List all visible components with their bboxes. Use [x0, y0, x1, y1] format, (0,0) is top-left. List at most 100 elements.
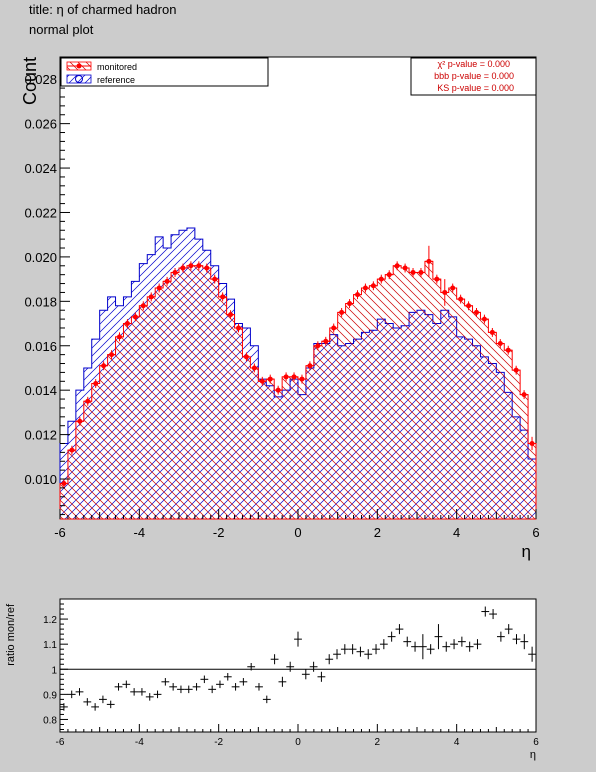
monitored-point — [299, 376, 305, 382]
monitored-point — [259, 378, 265, 384]
monitored-point — [529, 440, 535, 446]
y-tick-label: 0.018 — [24, 294, 57, 309]
monitored-point — [513, 367, 519, 373]
monitored-point — [450, 285, 456, 291]
monitored-point — [481, 316, 487, 322]
stats-box-frame — [410, 57, 537, 96]
monitored-point — [458, 296, 464, 302]
monitored-point — [140, 303, 146, 309]
legend-reference-label: reference — [97, 75, 135, 85]
monitored-point — [132, 314, 138, 320]
legend-monitored-marker — [76, 63, 82, 69]
monitored-point — [426, 258, 432, 264]
x-tick-label: 4 — [453, 525, 460, 540]
main-histogram-layer — [59, 227, 537, 520]
histogram-subtitle: normal plot — [29, 22, 94, 37]
monitored-point — [283, 374, 289, 380]
monitored-point — [124, 321, 130, 327]
y-tick-label: 0.022 — [24, 205, 57, 220]
stat-chi2: χ² p-value = 0.000 — [437, 59, 510, 69]
monitored-point — [61, 480, 67, 486]
ratio-y-tick-label: 1.2 — [43, 615, 57, 626]
monitored-point — [220, 294, 226, 300]
y-tick-label: 0.024 — [24, 161, 57, 176]
monitored-point — [196, 263, 202, 269]
monitored-point — [418, 269, 424, 275]
x-axis-label: η — [522, 542, 531, 561]
ratio-x-tick-label: 6 — [533, 737, 539, 748]
stat-bbb: bbb p-value = 0.000 — [434, 71, 514, 81]
ratio-x-tick-label: 4 — [454, 737, 460, 748]
y-tick-label: 0.026 — [24, 117, 57, 132]
y-axis-label: Count — [20, 57, 40, 105]
ratio-x-axis-label: η — [530, 749, 536, 761]
monitored-point — [77, 418, 83, 424]
y-tick-label: 0.016 — [24, 339, 57, 354]
monitored-point — [204, 265, 210, 271]
monitored-point — [109, 352, 115, 358]
monitored-point — [164, 278, 170, 284]
monitored-point — [323, 338, 329, 344]
monitored-point — [370, 283, 376, 289]
legend: monitored reference — [60, 57, 269, 87]
x-tick-label: 0 — [294, 525, 301, 540]
monitored-point — [521, 392, 527, 398]
ratio-x-tick-label: -2 — [214, 737, 223, 748]
stat-ks: KS p-value = 0.000 — [437, 83, 514, 93]
monitored-point — [85, 398, 91, 404]
ratio-layer — [60, 606, 536, 711]
ratio-y-tick-label: 0.9 — [43, 690, 57, 701]
monitored-point — [489, 329, 495, 335]
monitored-point — [172, 269, 178, 275]
monitored-point — [228, 312, 234, 318]
ratio-x-tick-label: -6 — [56, 737, 65, 748]
monitored-point — [339, 309, 345, 315]
legend-reference-swatch — [66, 74, 92, 84]
histogram-title: title: η of charmed hadron — [29, 2, 177, 17]
x-tick-label: 2 — [374, 525, 381, 540]
monitored-point — [474, 309, 479, 315]
monitored-point — [101, 363, 107, 369]
ratio-y-tick-label: 0.8 — [43, 715, 57, 726]
ratio-y-tick-label: 1.1 — [43, 640, 57, 651]
main-axes: -6 -4 -2 0 2 4 6 0.010 0.012 0.014 0.016 0.018 0.020… — [20, 57, 540, 561]
y-tick-label: 0.014 — [24, 383, 57, 398]
ratio-y-axis-label: ratio mon/ref — [5, 603, 17, 666]
ratio-y-tick-label: 1 — [51, 665, 57, 676]
ratio-axes: -6 -4 -2 0 2 4 6 0.8 0.9 1 1.1 1.2 η ratio mon/ref — [5, 603, 539, 761]
y-tick-label: 0.012 — [24, 428, 57, 443]
monitored-point — [347, 301, 353, 307]
y-tick-label: 0.028 — [24, 72, 57, 87]
monitored-point — [505, 347, 511, 353]
monitored-point — [378, 276, 384, 282]
monitored-point — [497, 341, 503, 347]
legend-reference-marker — [75, 75, 83, 83]
monitored-point — [442, 289, 448, 295]
monitored-point — [267, 376, 273, 382]
monitored-point — [315, 343, 321, 349]
ratio-x-tick-label: -4 — [135, 737, 144, 748]
monitored-point — [386, 272, 392, 278]
monitored-point — [275, 387, 281, 393]
monitored-point — [410, 269, 416, 275]
x-tick-label: 6 — [532, 525, 539, 540]
monitored-point — [156, 285, 162, 291]
monitored-point — [307, 363, 313, 369]
monitored-point — [180, 265, 186, 271]
monitored-point — [394, 263, 400, 269]
ratio-plot-frame — [59, 598, 537, 733]
monitored-point — [362, 285, 368, 291]
monitored-point — [291, 374, 297, 380]
monitored-point — [117, 334, 122, 340]
x-tick-label: -4 — [134, 525, 146, 540]
monitored-point — [236, 325, 241, 331]
y-tick-label: 0.010 — [24, 472, 57, 487]
monitored-point — [148, 294, 154, 300]
monitored-point — [466, 303, 472, 309]
monitored-point — [243, 354, 249, 360]
legend-monitored-label: monitored — [97, 62, 137, 72]
monitored-point — [212, 276, 218, 282]
monitored-point — [93, 381, 99, 387]
x-tick-label: -6 — [54, 525, 66, 540]
